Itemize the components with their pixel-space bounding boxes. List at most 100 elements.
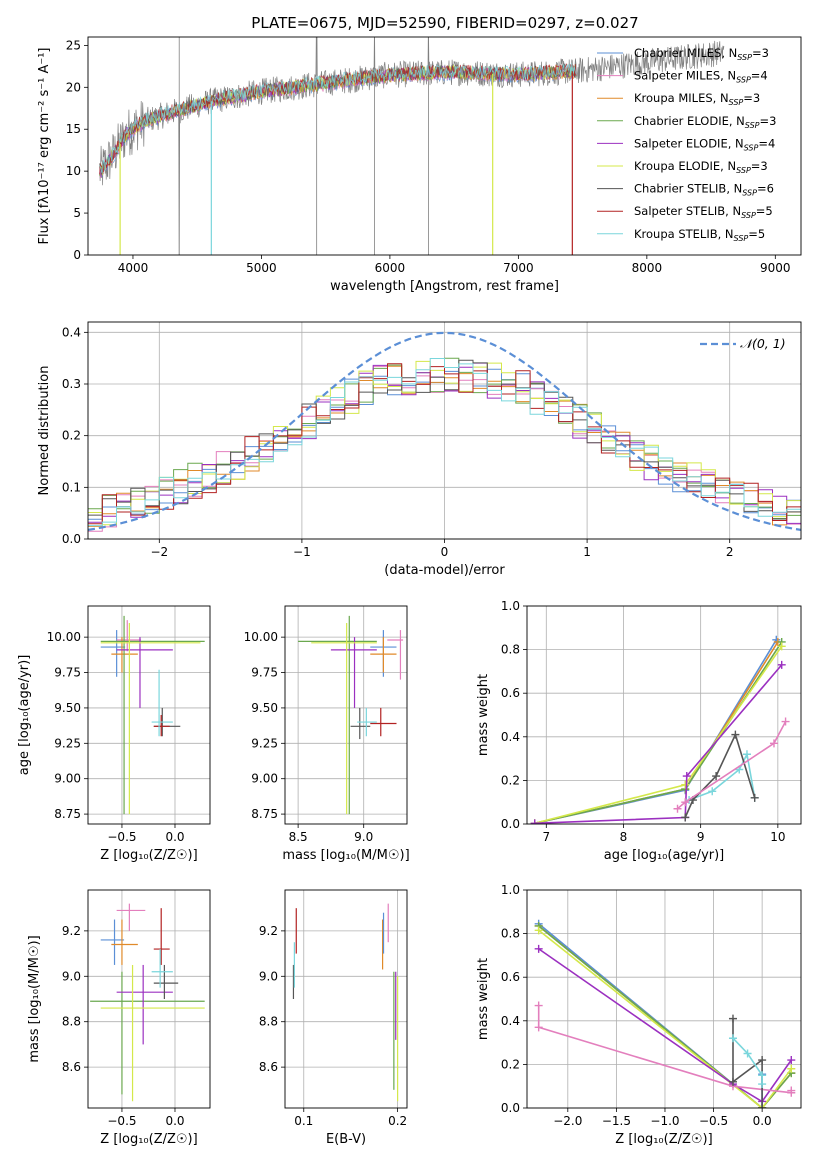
model-spectrum (99, 63, 577, 173)
legend: Chabrier MILES, NSSP=3 Salpeter MILES, NS… (597, 46, 776, 243)
x-tick-label: −2.0 (553, 1114, 582, 1128)
x-tick-label: 7000 (503, 261, 534, 275)
legend-label: Kroupa MILES, NSSP=3 (634, 91, 760, 107)
weight-marker (708, 787, 717, 796)
y-tick-label: 10.00 (47, 630, 81, 644)
model-spectrum (99, 65, 577, 177)
legend-label: Chabrier STELIB, NSSP=6 (634, 182, 774, 198)
x-axis-label: (data-model)/error (384, 563, 505, 578)
y-tick-label: 0.8 (501, 643, 520, 657)
y-axis-label: mass weight (476, 674, 491, 756)
y-tick-label: 20 (66, 80, 81, 94)
model-spectrum (99, 67, 577, 178)
x-axis-label: Z [log₁₀(Z/Z☉)] (615, 1132, 712, 1147)
weight-marker (777, 642, 786, 651)
weight-marker (728, 1077, 737, 1086)
y-tick-label: 9.25 (251, 736, 278, 750)
x-tick-label: −1.5 (602, 1114, 631, 1128)
y-tick-label: 10.00 (244, 630, 278, 644)
weight-marker (769, 739, 778, 748)
y-tick-label: 9.2 (62, 924, 81, 938)
x-tick-label: 0.0 (753, 1114, 772, 1128)
x-tick-label: 6000 (375, 261, 406, 275)
weight-line (676, 721, 787, 810)
y-tick-label: 8.6 (62, 1060, 81, 1074)
weight-line (538, 948, 792, 1103)
y-tick-label: 9.75 (54, 666, 81, 680)
weight-lines (530, 635, 790, 824)
y-tick-label: 8.75 (54, 807, 81, 821)
x-tick-label: 10 (770, 830, 785, 844)
weight-lines (534, 919, 796, 1108)
weight-marker (787, 1086, 796, 1095)
axes-frame (526, 889, 802, 1109)
x-tick-label: 0.0 (165, 1114, 184, 1128)
histogram-step (88, 359, 801, 520)
y-tick-label: 9.2 (259, 924, 278, 938)
y-tick-label: 0.1 (62, 480, 81, 494)
y-tick-label: 0.0 (62, 532, 81, 546)
axes-frame (526, 605, 802, 825)
x-tick-label: 0.0 (165, 830, 184, 844)
y-tick-label: 25 (66, 38, 81, 52)
errorbars (90, 903, 205, 1102)
y-tick-label: 0.4 (501, 730, 520, 744)
y-tick-label: 0.0 (501, 817, 520, 831)
weight-marker (777, 660, 786, 669)
age-mass-panel: 8.5 9.0 8.75 9.00 9.25 9.50 9.75 10.00 mass [log… (244, 605, 410, 863)
axes-frame (284, 605, 408, 825)
normal-curve (88, 331, 801, 531)
x-axis-label: E(B-V) (326, 1132, 366, 1147)
x-tick-label: 9.0 (354, 830, 373, 844)
weight-marker (731, 730, 740, 739)
legend-label: Salpeter STELIB, NSSP=5 (634, 204, 773, 220)
y-axis-label: mass weight (476, 958, 491, 1040)
histogram-step (88, 363, 801, 525)
weight-marker (681, 813, 690, 822)
y-axis-label: age [log₁₀(age/yr)] (17, 655, 32, 776)
x-tick-label: 5000 (246, 261, 277, 275)
weight-marker (781, 717, 790, 726)
legend-label: Kroupa STELIB, NSSP=5 (634, 227, 765, 243)
errorbars (298, 615, 404, 815)
weight-marker (743, 1049, 752, 1058)
errorbars (292, 903, 399, 1102)
x-tick-label: −0.5 (107, 1114, 136, 1128)
figure-title: PLATE=0675, MJD=52590, FIBERID=0297, z=0… (251, 14, 638, 32)
x-tick-label: −1 (293, 545, 311, 559)
x-tick-label: 0 (441, 545, 449, 559)
x-tick-label: 8000 (632, 261, 663, 275)
y-tick-label: 0.6 (501, 970, 520, 984)
y-tick-label: 0.2 (501, 773, 520, 787)
x-tick-label: −2 (150, 545, 168, 559)
mass-metallicity-panel: −0.5 0.0 8.6 8.8 9.0 9.2 Z [log₁₀(Z/Z☉)] mass [… (27, 889, 211, 1147)
axes-frame (284, 889, 408, 1109)
observed-spectrum (99, 37, 725, 255)
weight-marker (681, 780, 690, 789)
weight-marker (758, 1056, 767, 1065)
axes-frame (87, 36, 802, 256)
y-tick-label: 8.6 (259, 1060, 278, 1074)
weight-marker (534, 1023, 543, 1032)
x-tick-label: 2 (726, 545, 734, 559)
x-axis-label: Z [log₁₀(Z/Z☉)] (100, 848, 197, 863)
age-metallicity-panel: −0.5 0.0 8.75 9.00 9.25 9.50 9.75 10.00 Z [log₁₀… (17, 605, 211, 863)
mass-weight-metallicity-panel: −2.0 −1.5 −1.0 −0.5 0.0 0.0 0.2 0.4 0.6 0.8 1.0 Z [… (476, 883, 802, 1147)
weight-line (732, 1037, 763, 1084)
weight-marker (742, 750, 751, 759)
weight-line (538, 925, 792, 1108)
x-axis-label: mass [log₁₀(M/M☉)] (282, 848, 409, 863)
mass-weight-age-panel: 7 8 9 10 0.0 0.2 0.4 0.6 0.8 1.0 age [log₁₀(age/yr… (476, 599, 802, 863)
weight-marker (534, 926, 543, 935)
y-tick-label: 8.8 (259, 1015, 278, 1029)
legend-label: 𝒩(0, 1) (740, 336, 786, 351)
weight-marker (728, 1034, 737, 1043)
y-tick-label: 0.8 (501, 927, 520, 941)
y-tick-label: 0.2 (501, 1057, 520, 1071)
y-tick-label: 0.4 (62, 325, 81, 339)
y-tick-label: 0.6 (501, 686, 520, 700)
weight-marker (787, 1056, 796, 1065)
y-tick-label: 0.2 (62, 429, 81, 443)
y-tick-label: 9.0 (62, 969, 81, 983)
